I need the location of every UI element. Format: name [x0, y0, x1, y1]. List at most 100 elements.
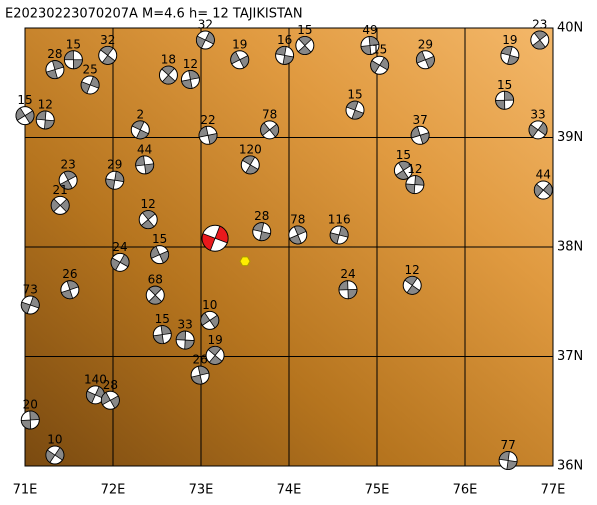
depth-label: 15	[155, 312, 170, 326]
beachball-quadrant	[239, 55, 250, 69]
depth-label: 21	[53, 183, 68, 197]
beachball-quadrant	[161, 65, 176, 76]
beachball-quadrant	[208, 354, 223, 365]
beachball-quadrant	[135, 129, 149, 140]
depth-label: 25	[82, 62, 97, 76]
depth-label: 20	[23, 398, 38, 412]
beachball-quadrant	[533, 30, 548, 41]
depth-label: 140	[84, 372, 107, 386]
depth-label: 26	[62, 267, 77, 281]
depth-label: 16	[277, 33, 292, 47]
beachball-quadrant	[532, 39, 546, 50]
beachball-quadrant	[44, 119, 55, 130]
y-tick-label: 38N	[557, 240, 583, 255]
depth-label: 15	[17, 93, 32, 107]
beachball-quadrant	[230, 51, 241, 65]
beachball-quadrant	[105, 178, 116, 190]
depth-label: 12	[141, 197, 156, 211]
x-tick-label: 71E	[13, 483, 38, 498]
depth-label: 18	[161, 53, 176, 67]
depth-label: 29	[418, 37, 433, 51]
beachball-quadrant	[51, 60, 65, 71]
depth-label: 44	[536, 168, 551, 182]
x-tick-label: 73E	[189, 483, 214, 498]
beachball-quadrant	[346, 100, 359, 111]
beachball-quadrant	[241, 155, 256, 166]
beachball-quadrant	[405, 183, 416, 194]
beachball-quadrant	[20, 419, 32, 430]
beachball-quadrant	[338, 225, 349, 238]
beachball-quadrant	[29, 410, 40, 421]
depth-label: 116	[328, 212, 351, 226]
beachball-quadrant	[537, 121, 548, 136]
depth-label: 15	[297, 23, 312, 37]
beachball-quadrant	[110, 257, 121, 271]
depth-label: 32	[198, 18, 213, 32]
beachball-quadrant	[100, 391, 111, 406]
depth-label: 78	[262, 107, 277, 121]
beachball-quadrant	[404, 275, 418, 286]
beachball-quadrant	[35, 110, 47, 121]
beachball-quadrant	[495, 99, 506, 110]
beachball-quadrant	[288, 234, 302, 245]
beachball-quadrant	[200, 312, 211, 326]
x-tick-label: 77E	[541, 483, 566, 498]
beachball-quadrant	[368, 36, 380, 46]
title: E20230223070207A M=4.6 h= 12 TAJIKISTAN	[5, 7, 303, 22]
depth-label: 15	[372, 43, 387, 57]
depth-label: 24	[340, 267, 355, 281]
beachball-quadrant	[360, 45, 372, 55]
depth-label: 12	[407, 162, 422, 176]
depth-label: 77	[500, 438, 515, 452]
beachball-quadrant	[410, 126, 421, 139]
beachball-quadrant	[160, 325, 172, 336]
beachball-quadrant	[293, 225, 307, 236]
beachball-quadrant	[252, 222, 265, 233]
beachball-quadrant	[63, 170, 77, 181]
beachball-quadrant	[397, 160, 412, 171]
beachball-quadrant	[282, 54, 294, 65]
depth-label: 68	[148, 273, 163, 287]
depth-label: 78	[290, 212, 305, 226]
beachball-quadrant	[89, 76, 100, 89]
beachball-quadrant	[190, 374, 203, 385]
beachball-quadrant	[214, 225, 229, 244]
beachball-quadrant	[119, 253, 130, 268]
depth-label: 15	[347, 88, 362, 102]
depth-label: 15	[497, 78, 512, 92]
beachball-quadrant	[338, 280, 349, 291]
depth-label: 19	[207, 333, 222, 347]
beachball-quadrant	[542, 182, 553, 197]
beachball-quadrant	[73, 59, 83, 70]
beachball-quadrant	[152, 334, 164, 344]
beachball-quadrant	[269, 123, 279, 138]
depth-label: 15	[152, 232, 167, 246]
beachball-quadrant	[209, 314, 220, 329]
x-tick-label: 74E	[277, 483, 302, 498]
beachball-quadrant	[45, 449, 56, 464]
beachball-quadrant	[498, 451, 510, 461]
depth-label: 73	[23, 283, 38, 297]
beachball-quadrant	[181, 78, 193, 89]
beachball-quadrant	[175, 330, 187, 341]
depth-label: 33	[530, 107, 545, 121]
beachball-quadrant	[329, 232, 340, 245]
beachball-quadrant	[196, 35, 206, 49]
beachball-quadrant	[109, 395, 120, 409]
depth-label: 10	[202, 298, 217, 312]
beachball-quadrant	[29, 296, 40, 309]
depth-label: 28	[254, 209, 269, 223]
depth-label: 22	[200, 113, 215, 127]
depth-label: 12	[405, 263, 420, 277]
depth-label: 12	[38, 97, 53, 111]
beachball-quadrant	[150, 245, 161, 259]
y-tick-label: 36N	[557, 459, 583, 474]
beachball-quadrant	[80, 81, 91, 94]
depth-label: 49	[362, 23, 377, 37]
beachball-quadrant	[370, 60, 381, 74]
beachball-quadrant	[414, 175, 425, 186]
depth-label: 29	[107, 158, 122, 172]
beachball-quadrant	[204, 31, 215, 45]
depth-label: 44	[137, 142, 152, 156]
beachball-quadrant	[416, 50, 426, 64]
